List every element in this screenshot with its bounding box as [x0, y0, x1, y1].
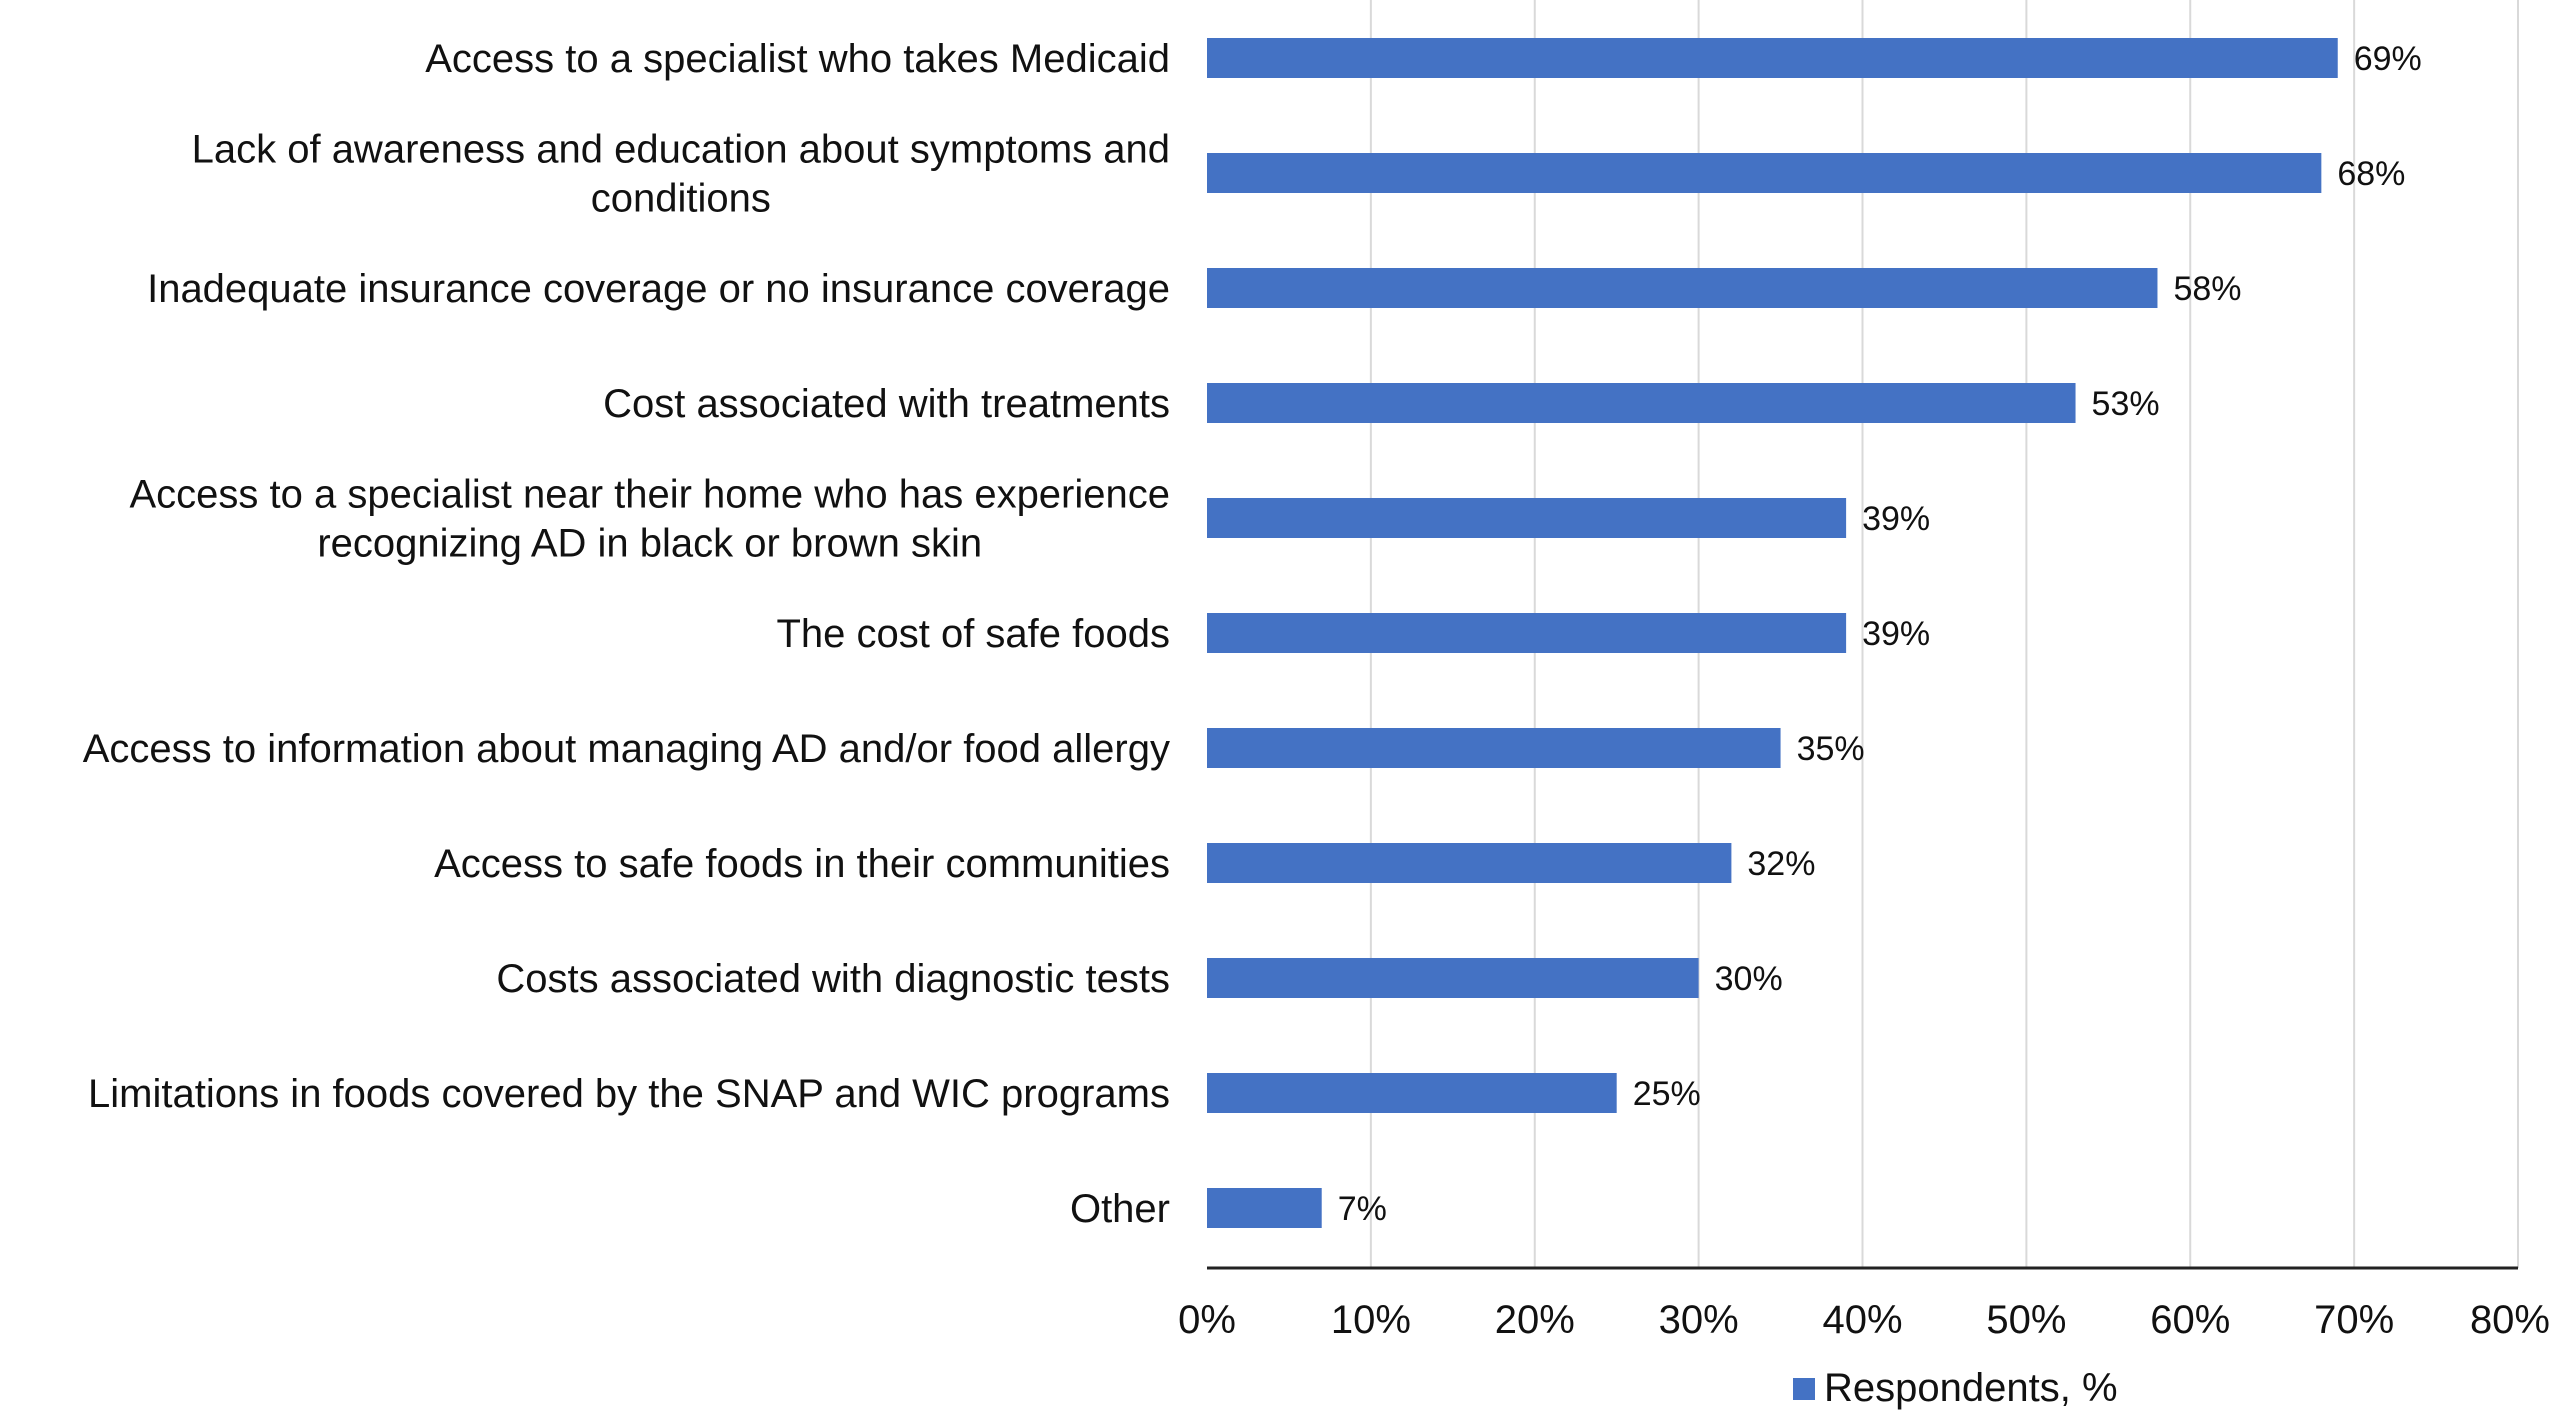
data-label: 58%	[2173, 270, 2241, 308]
bar	[1207, 153, 2322, 193]
x-tick-label: 80%	[2470, 1298, 2550, 1342]
bar	[1207, 498, 1847, 538]
bars	[1207, 38, 2338, 1228]
category-label: Access to a specialist near their home w…	[129, 473, 1170, 566]
bar	[1207, 38, 2338, 78]
category-label: Lack of awareness and education about sy…	[192, 128, 1170, 221]
legend: Respondents, %	[1793, 1366, 2118, 1410]
category-label: Other	[1070, 1187, 1170, 1231]
data-label: 7%	[1338, 1190, 1387, 1228]
bar	[1207, 613, 1847, 653]
category-label: Inadequate insurance coverage or no insu…	[147, 267, 1170, 311]
legend-swatch	[1793, 1378, 1815, 1400]
x-tick-label: 50%	[1986, 1298, 2066, 1342]
category-label: Limitations in foods covered by the SNAP…	[88, 1072, 1170, 1116]
x-tick-label: 30%	[1659, 1298, 1739, 1342]
category-label: Access to information about managing AD …	[83, 727, 1170, 771]
data-label: 30%	[1715, 960, 1783, 998]
data-label: 39%	[1862, 615, 1930, 653]
category-label: Costs associated with diagnostic tests	[496, 957, 1170, 1001]
bar	[1207, 958, 1699, 998]
category-labels: Access to a specialist who takes Medicai…	[83, 37, 1170, 1231]
category-label: Cost associated with treatments	[603, 382, 1170, 426]
x-tick-label: 0%	[1178, 1298, 1236, 1342]
data-labels: 69% 68% 58% 53% 39% 39% 35% 32% 30% 25% 7%	[1338, 40, 2422, 1228]
data-label: 25%	[1633, 1075, 1701, 1113]
x-tick-label: 10%	[1331, 1298, 1411, 1342]
data-label: 68%	[2337, 155, 2405, 193]
bar	[1207, 843, 1732, 883]
category-label: Access to a specialist who takes Medicai…	[425, 37, 1170, 81]
category-label: The cost of safe foods	[776, 612, 1170, 656]
x-tick-label: 20%	[1495, 1298, 1575, 1342]
bar	[1207, 383, 2076, 423]
x-tick-labels: 0% 10% 20% 30% 40% 50% 60% 70% 80%	[1178, 1298, 2550, 1342]
bar	[1207, 1073, 1617, 1113]
bar	[1207, 268, 2158, 308]
x-tick-label: 40%	[1822, 1298, 1902, 1342]
data-label: 35%	[1797, 730, 1865, 768]
category-label: Access to safe foods in their communitie…	[434, 842, 1170, 886]
x-tick-label: 60%	[2150, 1298, 2230, 1342]
data-label: 53%	[2092, 385, 2160, 423]
x-tick-label: 70%	[2314, 1298, 2394, 1342]
bar	[1207, 728, 1781, 768]
data-label: 39%	[1862, 500, 1930, 538]
legend-label: Respondents, %	[1824, 1366, 2118, 1410]
data-label: 69%	[2354, 40, 2422, 78]
data-label: 32%	[1747, 845, 1815, 883]
bar	[1207, 1188, 1322, 1228]
